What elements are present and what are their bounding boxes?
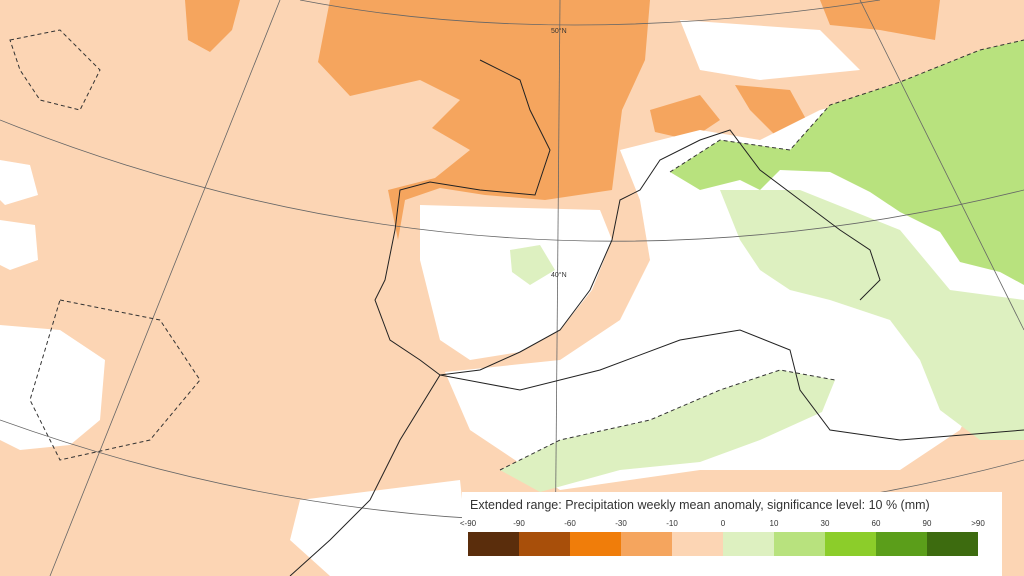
dry-region xyxy=(185,0,240,52)
dry-region xyxy=(820,0,940,40)
legend-swatch xyxy=(468,532,519,556)
legend-label: <-90 xyxy=(460,519,477,528)
coastline xyxy=(289,374,441,576)
legend-label: -30 xyxy=(615,519,627,528)
meridian xyxy=(554,0,561,576)
wet-region xyxy=(510,245,555,285)
dry-region xyxy=(318,0,650,240)
legend-swatch xyxy=(621,532,672,556)
dry-region xyxy=(650,95,720,140)
coastline xyxy=(439,329,1024,441)
legend-label: -90 xyxy=(513,519,525,528)
neutral-region xyxy=(0,160,38,205)
legend-swatch xyxy=(876,532,927,556)
wet-region xyxy=(500,370,835,492)
legend-swatch xyxy=(774,532,825,556)
parallel-label: 40°N xyxy=(551,271,567,279)
parallel xyxy=(299,0,881,26)
legend-label: 10 xyxy=(770,519,779,528)
meridian xyxy=(49,0,281,576)
wet-region xyxy=(720,190,1024,440)
significance-contour xyxy=(9,29,101,111)
legend-label: 30 xyxy=(821,519,830,528)
legend: Extended range: Precipitation weekly mea… xyxy=(460,492,1002,576)
legend-swatch xyxy=(927,532,978,556)
significance-contour xyxy=(29,299,201,461)
legend-label: 60 xyxy=(872,519,881,528)
neutral-region xyxy=(680,20,860,80)
wet-region xyxy=(670,40,1024,285)
neutral-region xyxy=(0,325,105,450)
meridian xyxy=(859,0,1024,331)
legend-swatch xyxy=(519,532,570,556)
legend-swatch xyxy=(723,532,774,556)
legend-label: -60 xyxy=(564,519,576,528)
significance-contour xyxy=(669,39,1024,173)
legend-title: Extended range: Precipitation weekly mea… xyxy=(470,498,930,512)
legend-label: 0 xyxy=(721,519,726,528)
neutral-region xyxy=(420,205,612,360)
parallel-label: 50°N xyxy=(551,27,567,35)
legend-label: >90 xyxy=(971,519,985,528)
legend-swatch xyxy=(570,532,621,556)
coastline xyxy=(374,59,881,376)
significance-contour xyxy=(499,369,836,471)
neutral-region xyxy=(0,220,38,270)
legend-swatch xyxy=(825,532,876,556)
legend-label: 90 xyxy=(923,519,932,528)
legend-swatch xyxy=(672,532,723,556)
legend-label: -10 xyxy=(666,519,678,528)
parallel xyxy=(0,119,1024,242)
